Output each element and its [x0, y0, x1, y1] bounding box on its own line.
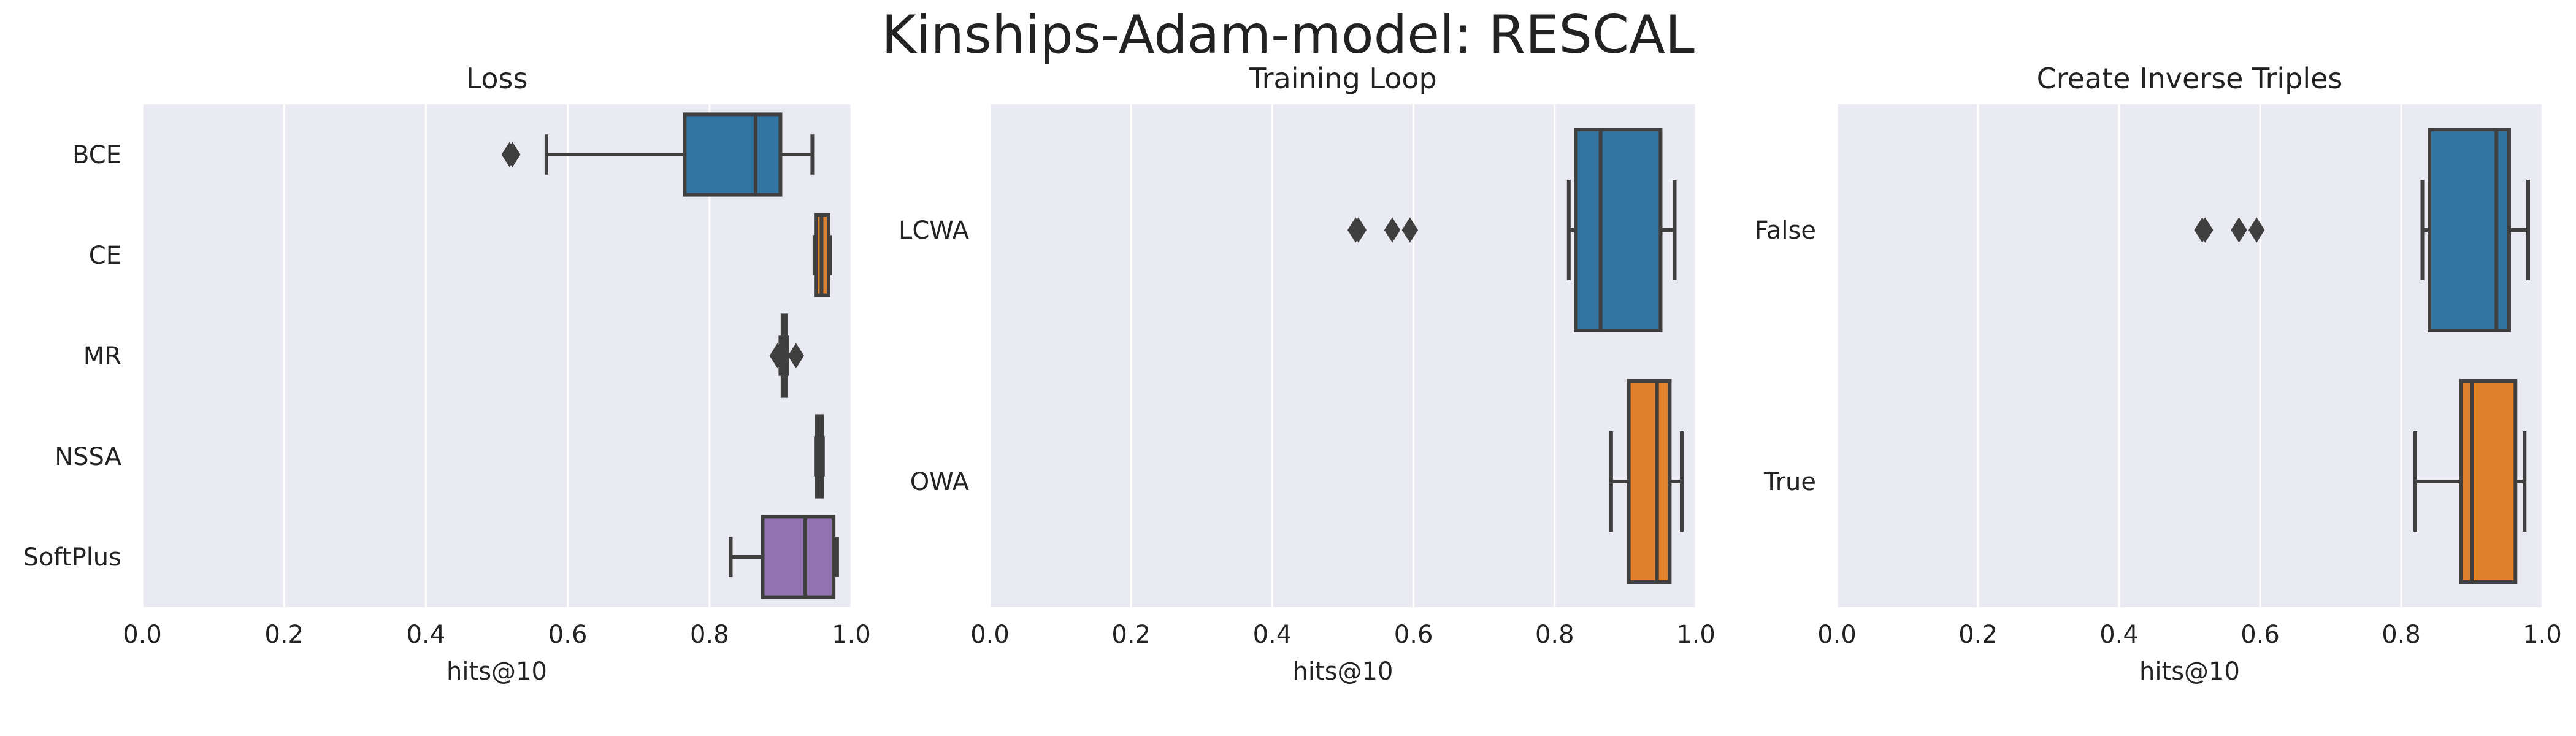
outlier-point [772, 343, 789, 369]
x-tick-label: 0.6 [1394, 621, 1433, 649]
box-SoftPlus: SoftPlus [23, 515, 839, 599]
outlier-point [1350, 217, 1367, 243]
y-tick-label: False [1755, 217, 1816, 245]
x-tick-label: 0.2 [1111, 621, 1151, 649]
x-tick-label: 0.4 [407, 621, 446, 649]
x-tick-label: 1.0 [832, 621, 871, 649]
box-MR: MR [83, 313, 805, 398]
x-tick-label: 0.2 [264, 621, 304, 649]
outlier-point [1384, 217, 1401, 243]
y-tick-label: MR [83, 342, 121, 370]
panel-1: 0.0 0.2 0.4 0.6 0.8 1.0 Loss hits@10 BCE CE MR NSSA… [23, 62, 871, 686]
x-tick-label: 0.4 [2099, 621, 2139, 649]
box-iqr [761, 515, 836, 599]
plot-background [1837, 104, 2542, 607]
x-tick-label: 0.0 [970, 621, 1010, 649]
x-tick-label: 0.8 [690, 621, 729, 649]
x-tick-label: 0.0 [1817, 621, 1857, 649]
x-axis-label: hits@10 [447, 657, 547, 686]
x-tick-label: 1.0 [2523, 621, 2562, 649]
outlier-point [504, 142, 521, 167]
figure-title: Kinships-Adam-model: RESCAL [881, 4, 1695, 66]
box-LCWA: LCWA [899, 128, 1677, 332]
box-False: False [1755, 128, 2530, 332]
box-iqr [1627, 379, 1672, 584]
box-BCE: BCE [72, 112, 815, 197]
y-tick-label: LCWA [899, 217, 970, 245]
y-tick-label: CE [89, 242, 121, 270]
y-tick-label: True [1763, 468, 1816, 496]
panel-2: 0.0 0.2 0.4 0.6 0.8 1.0 Training Loop hits@10 LC… [899, 62, 1715, 686]
x-axis-label: hits@10 [1293, 657, 1393, 686]
x-tick-label: 0.4 [1253, 621, 1292, 649]
y-tick-label: NSSA [55, 443, 121, 471]
panel-3: 0.0 0.2 0.4 0.6 0.8 1.0 Create Inverse Triples… [1755, 62, 2562, 686]
x-tick-label: 0.2 [1958, 621, 1998, 649]
panel-title: Create Inverse Triples [2037, 62, 2343, 95]
y-tick-label: BCE [72, 141, 121, 169]
panel-title: Loss [466, 62, 528, 95]
outlier-point [2197, 217, 2214, 243]
x-tick-label: 0.6 [2241, 621, 2280, 649]
outlier-point [2231, 217, 2247, 243]
box-iqr [2459, 379, 2518, 584]
outlier-point [1401, 217, 1419, 243]
x-tick-label: 0.6 [548, 621, 588, 649]
box-CE: CE [89, 213, 832, 297]
y-tick-label: SoftPlus [23, 543, 121, 572]
panel-title: Training Loop [1248, 62, 1436, 95]
outlier-point [2248, 217, 2265, 243]
outlier-point [788, 343, 805, 369]
box-NSSA: NSSA [55, 414, 825, 499]
y-tick-label: OWA [910, 468, 970, 496]
box-iqr [683, 112, 783, 197]
box-OWA: OWA [910, 379, 1684, 584]
x-tick-label: 0.0 [123, 621, 162, 649]
x-tick-label: 0.8 [2382, 621, 2421, 649]
x-axis-label: hits@10 [2139, 657, 2240, 686]
box-True: True [1763, 379, 2527, 584]
x-tick-label: 0.8 [1535, 621, 1574, 649]
box-iqr [1574, 128, 1663, 332]
x-tick-label: 1.0 [1676, 621, 1715, 649]
